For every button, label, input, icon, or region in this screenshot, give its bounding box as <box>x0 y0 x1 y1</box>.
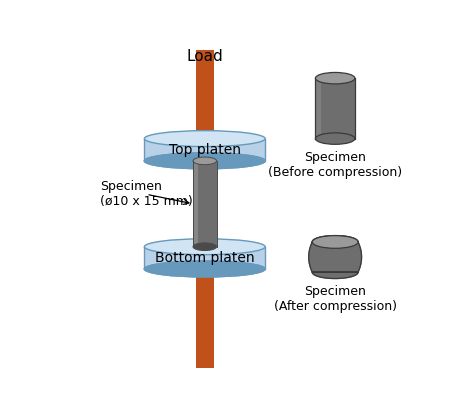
Text: Specimen
(ø10 x 15 mm): Specimen (ø10 x 15 mm) <box>100 180 192 208</box>
Ellipse shape <box>145 261 265 277</box>
Bar <box>315 78 321 139</box>
Ellipse shape <box>193 243 217 251</box>
Ellipse shape <box>145 153 265 169</box>
Text: Load: Load <box>186 49 223 64</box>
Text: Specimen
(After compression): Specimen (After compression) <box>273 285 397 313</box>
Ellipse shape <box>145 131 265 147</box>
Polygon shape <box>309 235 362 278</box>
Text: Specimen
(Before compression): Specimen (Before compression) <box>268 151 402 179</box>
Bar <box>193 161 217 247</box>
Text: Bottom platen: Bottom platen <box>155 251 255 265</box>
Bar <box>196 50 213 368</box>
Ellipse shape <box>315 133 355 144</box>
Bar <box>315 78 355 139</box>
Bar <box>193 161 198 247</box>
Text: Top platen: Top platen <box>169 143 241 157</box>
Ellipse shape <box>145 239 265 255</box>
Ellipse shape <box>312 235 358 248</box>
FancyBboxPatch shape <box>145 247 265 269</box>
Ellipse shape <box>315 72 355 84</box>
Ellipse shape <box>193 157 217 165</box>
FancyBboxPatch shape <box>145 139 265 161</box>
